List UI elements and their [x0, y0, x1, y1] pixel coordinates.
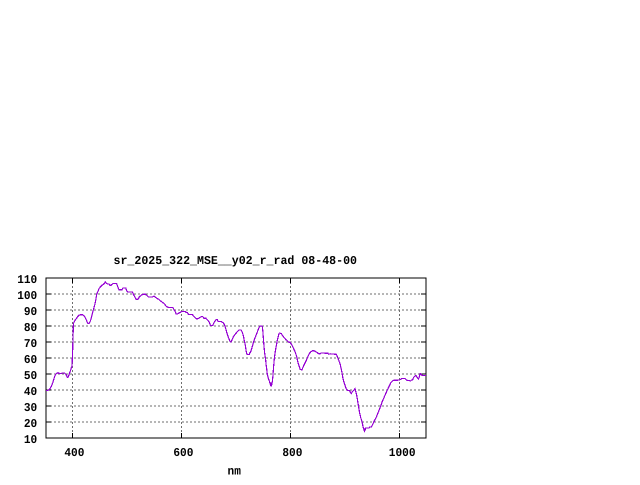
svg-text:90: 90	[24, 305, 37, 319]
svg-text:30: 30	[24, 401, 37, 415]
svg-text:sr_2025_322_MSE__y02_r_rad 08-: sr_2025_322_MSE__y02_r_rad 08-48-00	[114, 254, 358, 268]
svg-text:20: 20	[24, 417, 37, 431]
svg-text:50: 50	[24, 369, 37, 383]
svg-text:100: 100	[17, 289, 37, 303]
svg-text:40: 40	[24, 385, 37, 399]
svg-text:600: 600	[173, 446, 193, 460]
svg-text:70: 70	[24, 337, 37, 351]
svg-text:1000: 1000	[389, 446, 416, 460]
svg-text:60: 60	[24, 353, 37, 367]
svg-text:nm: nm	[228, 465, 241, 479]
svg-text:400: 400	[64, 446, 84, 460]
svg-text:110: 110	[17, 273, 37, 287]
svg-text:800: 800	[282, 446, 302, 460]
svg-text:10: 10	[24, 433, 37, 447]
svg-text:80: 80	[24, 321, 37, 335]
